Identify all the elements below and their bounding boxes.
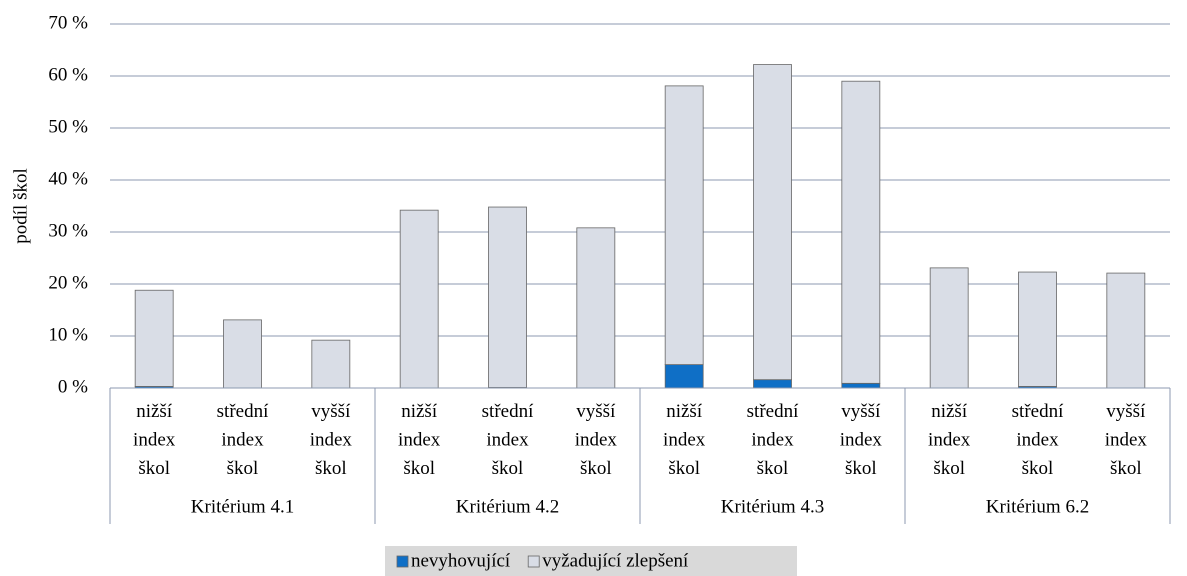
bar-segment (929, 267, 969, 389)
y-axis-label: podíl škol (10, 168, 31, 243)
legend-swatch (527, 555, 540, 568)
x-tick-label: střední index škol (747, 401, 799, 479)
bar-segment (488, 206, 527, 388)
group-label: Kritérium 4.2 (456, 496, 559, 517)
group-label: Kritérium 4.3 (721, 496, 824, 517)
x-tick-label: střední index škol (217, 401, 269, 479)
y-tick-label: 0 % (58, 376, 88, 397)
x-tick-label: vyšší index škol (575, 401, 618, 479)
x-tick-label: vyšší index škol (840, 401, 883, 479)
group-label: Kritérium 6.2 (986, 496, 1089, 517)
y-tick-label: 50 % (48, 116, 88, 137)
y-tick-label: 30 % (48, 220, 88, 241)
bar-segment (134, 289, 174, 387)
legend-label: nevyhovující (411, 550, 511, 571)
y-tick-label: 40 % (48, 168, 88, 189)
bar-segment (841, 80, 881, 384)
x-tick-label: střední index škol (482, 401, 534, 479)
legend-swatch (396, 555, 409, 568)
y-tick-label: 60 % (48, 64, 88, 85)
bar-segment (399, 209, 439, 389)
bar-segment (1106, 272, 1146, 389)
bar-segment (753, 379, 792, 389)
bar-segment (664, 85, 704, 365)
bar-segment (1018, 271, 1057, 387)
y-tick-label: 20 % (48, 272, 88, 293)
x-tick-label: nižší index škol (398, 401, 441, 479)
bar-segment (223, 319, 262, 389)
group-label: Kritérium 4.1 (191, 496, 294, 517)
bar-segment (576, 227, 616, 389)
y-tick-label: 70 % (48, 12, 88, 33)
bar-segment (753, 64, 792, 381)
x-tick-label: vyšší index škol (1105, 401, 1148, 479)
x-tick-label: nižší index škol (133, 401, 176, 479)
x-tick-label: střední index škol (1012, 401, 1064, 479)
bar-segment (664, 364, 704, 389)
x-tick-label: nižší index škol (928, 401, 971, 479)
y-tick-label: 10 % (48, 324, 88, 345)
legend-label: vyžadující zlepšení (542, 550, 689, 571)
bar-segment (841, 382, 881, 389)
x-tick-label: nižší index škol (663, 401, 706, 479)
x-tick-label: vyšší index škol (310, 401, 353, 479)
bar-segment (311, 339, 351, 389)
legend-box (385, 546, 797, 576)
